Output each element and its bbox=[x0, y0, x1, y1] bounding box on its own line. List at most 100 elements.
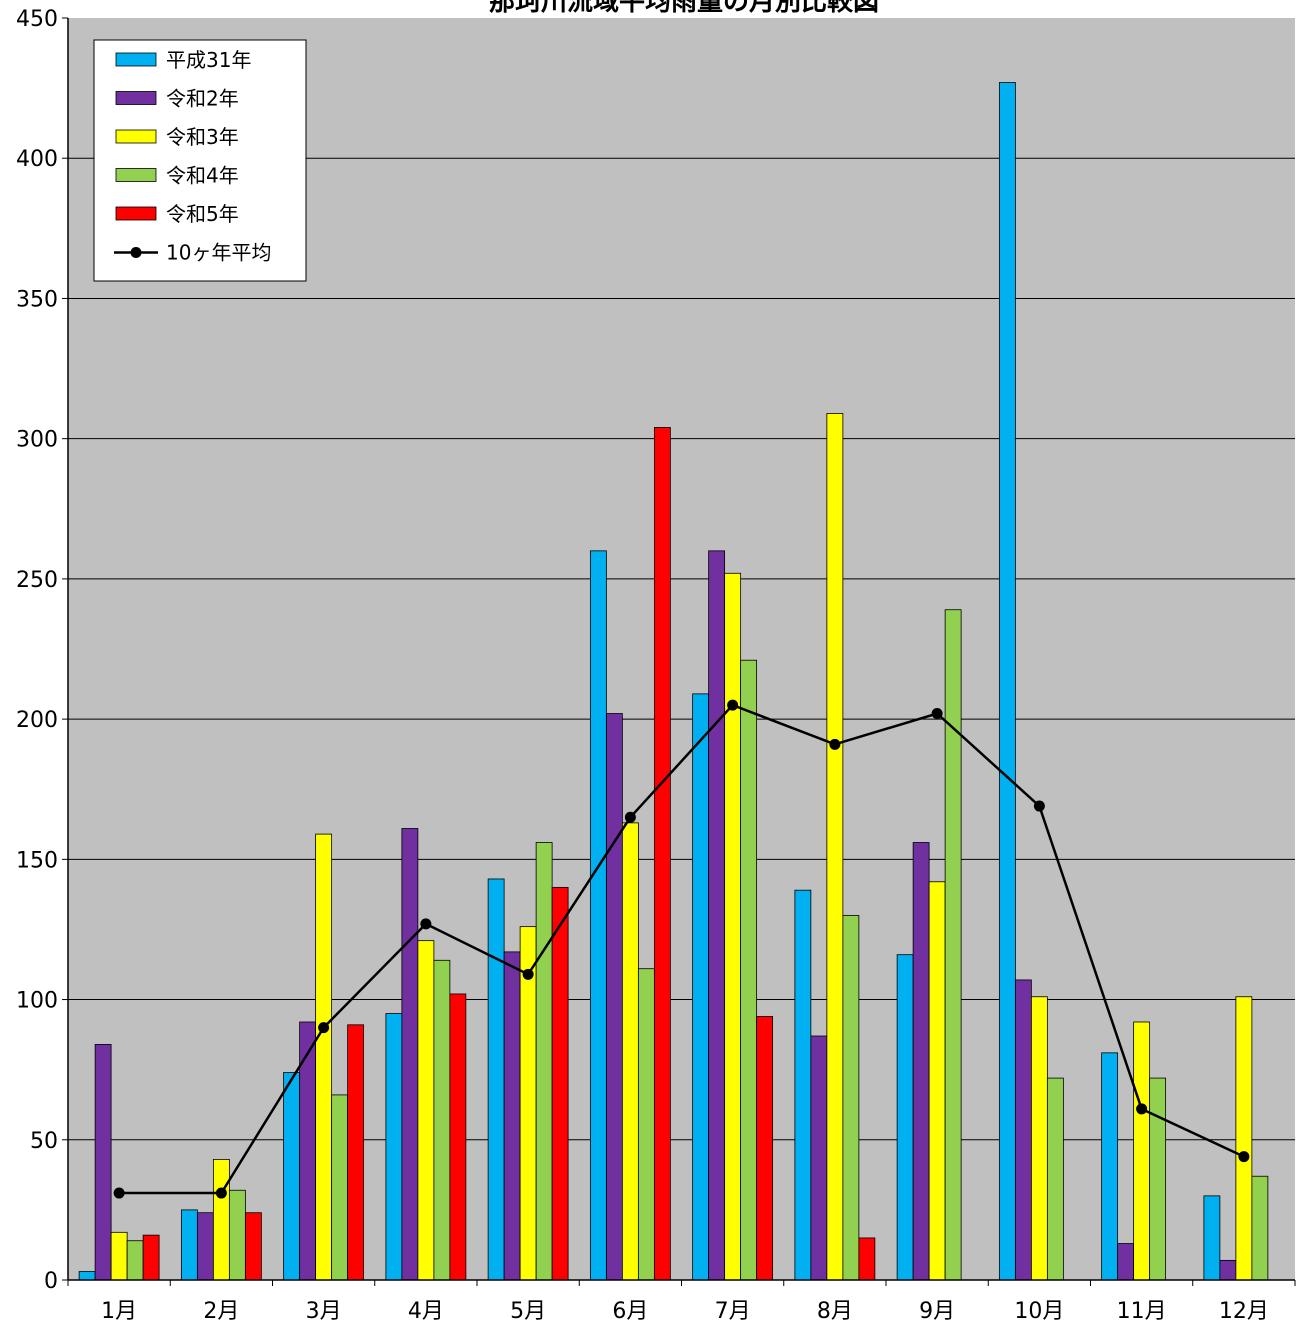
axes bbox=[62, 17, 1296, 1286]
legend-label: 平成31年 bbox=[166, 48, 251, 72]
bar-2-5 bbox=[503, 951, 521, 1281]
average-point-12 bbox=[1238, 1151, 1250, 1163]
y-tick-label: 300 bbox=[16, 428, 58, 453]
legend-label: 令和3年 bbox=[166, 125, 239, 149]
bar-1-11 bbox=[1101, 1052, 1119, 1281]
x-tick-labels: 1月 2月 3月 4月 5月 6月 7月 8月 9月 10月 11月 12月 bbox=[101, 1299, 1269, 1324]
bar-2-8 bbox=[810, 1035, 828, 1281]
legend-swatch bbox=[115, 168, 157, 182]
x-tick-label: 11月 bbox=[1117, 1299, 1167, 1324]
bar-2-10 bbox=[1014, 979, 1032, 1281]
bar-4-4 bbox=[433, 959, 451, 1281]
bar-3-6 bbox=[621, 822, 639, 1281]
x-tick-label: 2月 bbox=[203, 1299, 239, 1324]
bar-3-8 bbox=[826, 413, 844, 1281]
average-point-3 bbox=[318, 1022, 330, 1034]
bar-3-1 bbox=[110, 1231, 128, 1281]
legend-box bbox=[93, 39, 307, 282]
average-point-4 bbox=[420, 918, 432, 930]
chart-title: 那珂川流域平均雨量の月別比較図 bbox=[489, 0, 879, 17]
bar-4-2 bbox=[228, 1189, 246, 1281]
bar-4-5 bbox=[535, 842, 553, 1281]
legend-line-marker bbox=[130, 247, 142, 258]
bar-1-3 bbox=[283, 1072, 301, 1281]
bar-2-12 bbox=[1219, 1259, 1237, 1281]
bar-4-9 bbox=[944, 609, 962, 1281]
bar-5-1 bbox=[142, 1234, 160, 1281]
bar-5-3 bbox=[347, 1024, 365, 1281]
legend-swatch bbox=[115, 129, 157, 144]
bar-3-4 bbox=[417, 940, 435, 1281]
y-tick-label: 350 bbox=[16, 287, 58, 312]
x-tick-label: 10月 bbox=[1014, 1299, 1064, 1324]
y-tick-label: 0 bbox=[44, 1269, 58, 1294]
average-point-6 bbox=[624, 811, 636, 823]
legend-label: 令和2年 bbox=[166, 87, 239, 111]
legend-swatch bbox=[115, 91, 157, 105]
bar-3-7 bbox=[724, 572, 742, 1281]
y-tick-label: 150 bbox=[16, 848, 58, 873]
bar-4-6 bbox=[637, 968, 655, 1281]
average-line-path bbox=[119, 703, 1245, 1195]
y-tick-label: 250 bbox=[16, 568, 58, 593]
x-tick-label: 8月 bbox=[817, 1299, 853, 1324]
x-tick-label: 12月 bbox=[1219, 1299, 1269, 1324]
y-tick-labels: 0 50 100 150 200 250 300 350 400 450 bbox=[16, 7, 58, 1294]
average-point-1 bbox=[113, 1187, 125, 1199]
y-tick-label: 100 bbox=[16, 989, 58, 1014]
bar-1-2 bbox=[180, 1209, 198, 1281]
bar-4-8 bbox=[842, 915, 860, 1281]
bar-4-7 bbox=[740, 659, 758, 1281]
bar-3-10 bbox=[1030, 996, 1048, 1281]
average-point-11 bbox=[1136, 1103, 1148, 1115]
x-tick-label: 9月 bbox=[919, 1299, 955, 1324]
bar-4-12 bbox=[1251, 1175, 1269, 1281]
bar-2-4 bbox=[401, 828, 419, 1281]
bar-3-3 bbox=[315, 833, 333, 1281]
average-point-7 bbox=[727, 699, 739, 711]
bar-1-1 bbox=[78, 1271, 96, 1281]
bar-5-8 bbox=[858, 1237, 876, 1281]
bar-2-1 bbox=[94, 1044, 112, 1281]
x-tick-label: 4月 bbox=[408, 1299, 444, 1324]
bar-4-1 bbox=[126, 1240, 144, 1281]
bars bbox=[78, 82, 1269, 1281]
legend-swatch bbox=[115, 206, 157, 221]
bar-1-9 bbox=[896, 954, 914, 1281]
legend-label: 令和4年 bbox=[166, 164, 239, 188]
bar-1-8 bbox=[794, 889, 812, 1281]
bar-4-11 bbox=[1149, 1077, 1167, 1281]
bar-5-4 bbox=[449, 993, 467, 1281]
bar-2-7 bbox=[708, 550, 726, 1281]
x-tick-label: 1月 bbox=[101, 1299, 137, 1324]
average-point-10 bbox=[1033, 800, 1045, 812]
bar-1-10 bbox=[998, 82, 1016, 1281]
y-tick-label: 200 bbox=[16, 708, 58, 733]
x-tick-label: 5月 bbox=[510, 1299, 546, 1324]
legend-swatch bbox=[115, 52, 157, 67]
bar-3-2 bbox=[212, 1159, 230, 1281]
bar-2-9 bbox=[912, 842, 930, 1281]
bar-2-2 bbox=[196, 1212, 214, 1281]
bar-1-4 bbox=[385, 1013, 403, 1281]
bar-5-7 bbox=[756, 1015, 774, 1281]
bar-5-2 bbox=[244, 1212, 262, 1281]
x-tick-label: 3月 bbox=[306, 1299, 342, 1324]
average-line bbox=[113, 699, 1250, 1199]
bar-3-11 bbox=[1133, 1021, 1151, 1281]
legend-label: 令和5年 bbox=[166, 202, 239, 226]
bar-2-11 bbox=[1117, 1243, 1135, 1281]
average-point-8 bbox=[829, 738, 841, 750]
y-tick-label: 450 bbox=[16, 7, 58, 32]
bar-1-6 bbox=[589, 550, 607, 1281]
bar-1-5 bbox=[487, 878, 505, 1281]
bar-5-6 bbox=[653, 427, 671, 1281]
average-point-2 bbox=[215, 1187, 227, 1199]
x-tick-label: 6月 bbox=[612, 1299, 648, 1324]
y-tick-label: 50 bbox=[30, 1129, 58, 1154]
bar-4-10 bbox=[1046, 1077, 1064, 1281]
bar-4-3 bbox=[331, 1094, 349, 1281]
bar-2-6 bbox=[605, 713, 623, 1281]
